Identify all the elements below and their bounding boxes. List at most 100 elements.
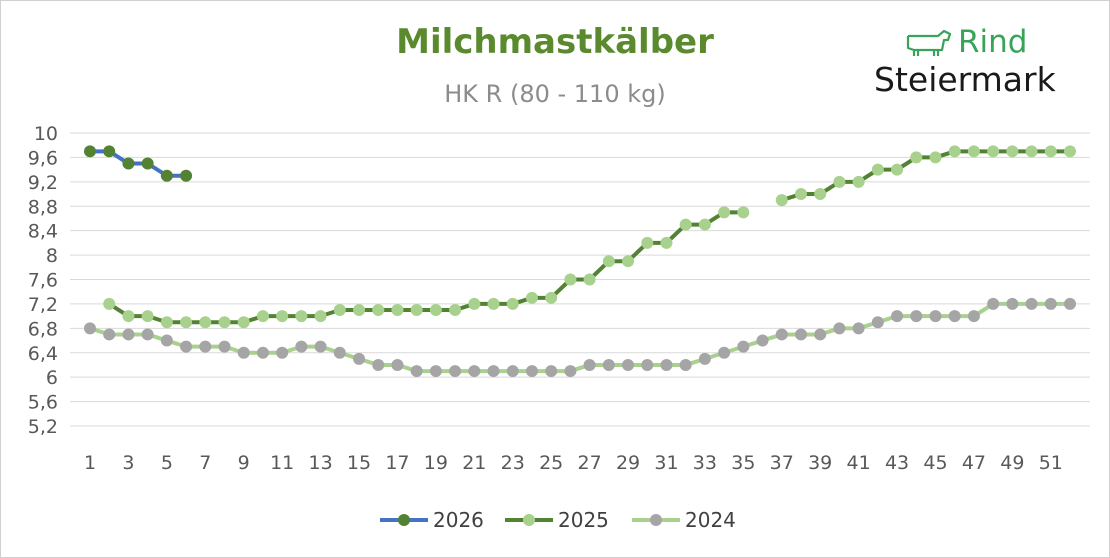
data-point-2024 [160,334,173,347]
data-point-2025 [525,291,538,304]
data-point-2024 [698,352,711,365]
data-point-2025 [506,297,519,310]
data-point-2025 [910,151,923,164]
data-point-2024 [910,310,923,323]
x-tick-label: 51 [1039,452,1063,474]
data-point-2026 [84,145,96,158]
legend-swatch-marker [523,514,535,526]
data-point-2025 [410,304,423,317]
x-tick-label: 23 [501,452,525,474]
data-point-2024 [564,365,577,378]
x-tick-label: 37 [770,452,794,474]
data-point-2025 [199,316,212,329]
data-point-2025 [487,297,500,310]
data-point-2025 [641,236,654,249]
data-point-2025 [718,206,731,219]
data-point-2024 [525,365,538,378]
data-point-2024 [1064,297,1076,310]
y-tick-label: 6,4 [28,343,58,365]
data-point-2025 [948,145,961,158]
x-tick-label: 29 [616,452,640,474]
data-point-2024 [814,328,827,341]
logo-text-rind: Rind [958,24,1028,60]
data-point-2024 [256,346,269,359]
data-point-2024 [372,358,385,371]
series-2026 [84,145,193,182]
x-tick-label: 3 [122,452,134,474]
series-line-2025 [781,149,1070,203]
legend-swatch-marker [650,514,662,526]
data-point-2025 [987,145,1000,158]
data-point-2025 [353,304,366,317]
data-point-2024 [449,365,462,378]
data-point-2024 [545,365,558,378]
legend-swatch-marker [398,514,410,526]
data-point-2024 [852,322,865,335]
data-point-2025 [1044,145,1057,158]
data-point-2024 [237,346,250,359]
y-tick-label: 5,6 [28,392,58,414]
data-point-2024 [410,365,423,378]
data-point-2025 [545,291,558,304]
data-point-2025 [333,304,346,317]
data-point-2025 [141,310,154,323]
y-tick-label: 8,4 [28,221,58,243]
x-tick-label: 13 [308,452,332,474]
data-point-2025 [218,316,231,329]
x-axis-ticks: 1 3 5 7 9 11 13 15 17 19 21 23 25 27 29 31 33 35 37 39 41 43 4… [84,452,1063,474]
data-point-2024 [84,322,96,335]
data-point-2026 [122,157,135,170]
data-point-2024 [468,365,481,378]
data-point-2025 [814,188,827,201]
legend: 2026 2025 2024 [380,508,736,532]
data-point-2025 [256,310,269,323]
data-point-2025 [180,316,193,329]
data-point-2024 [506,365,519,378]
series-line-2025 [108,210,744,325]
data-point-2024 [737,340,750,353]
data-point-2025 [103,297,116,310]
series-layer [84,145,1076,378]
data-point-2025 [775,194,788,207]
y-tick-label: 9,6 [28,147,58,169]
x-tick-label: 27 [578,452,602,474]
data-point-2025 [698,218,711,231]
data-point-2024 [583,358,596,371]
data-point-2024 [891,310,904,323]
legend-label: 2026 [433,508,484,532]
data-point-2026 [160,169,173,182]
y-tick-label: 6 [46,367,58,389]
data-point-2025 [160,316,173,329]
x-tick-label: 43 [885,452,909,474]
data-point-2025 [391,304,404,317]
data-point-2024 [641,358,654,371]
data-point-2025 [583,273,596,286]
data-point-2026 [141,157,154,170]
data-point-2024 [218,340,231,353]
data-point-2026 [180,169,193,182]
chart-title: Milchmastkälber [396,22,714,62]
data-point-2024 [967,310,980,323]
data-point-2025 [967,145,980,158]
x-tick-label: 35 [731,452,755,474]
data-point-2024 [1025,297,1038,310]
x-tick-label: 31 [654,452,678,474]
data-point-2024 [679,358,692,371]
x-tick-label: 41 [847,452,871,474]
x-tick-label: 45 [923,452,947,474]
data-point-2024 [487,365,500,378]
data-point-2025 [237,316,250,329]
data-point-2024 [622,358,635,371]
series-2025 [103,145,1076,329]
data-point-2025 [1064,145,1076,158]
data-point-2024 [987,297,1000,310]
data-point-2024 [122,328,135,341]
data-point-2024 [141,328,154,341]
x-tick-label: 49 [1000,452,1024,474]
data-point-2025 [276,310,289,323]
data-point-2024 [929,310,942,323]
data-point-2025 [794,188,807,201]
data-point-2024 [948,310,961,323]
data-point-2025 [564,273,577,286]
x-tick-label: 25 [539,452,563,474]
